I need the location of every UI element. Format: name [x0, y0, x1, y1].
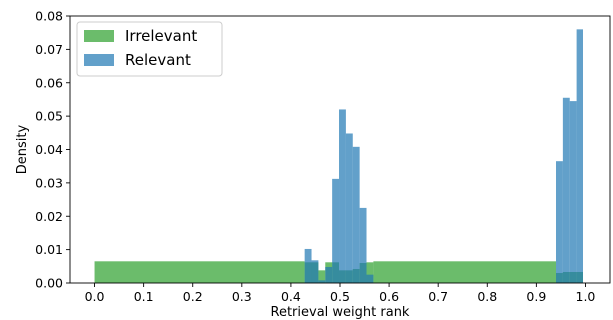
x-tick-label: 0.3 [232, 289, 252, 304]
bar-relevant-10 [556, 161, 563, 283]
bar-relevant-12 [569, 101, 577, 283]
y-tick-label: 0.01 [35, 242, 63, 257]
bar-relevant-9 [366, 274, 374, 283]
x-tick-label: 0.9 [526, 289, 546, 304]
x-tick-label: 0.4 [281, 289, 301, 304]
bar-relevant-5 [339, 109, 346, 283]
bar-relevant-4 [332, 178, 340, 283]
bars-layer [94, 29, 583, 283]
x-tick-label: 0.8 [477, 289, 497, 304]
x-tick-label: 0.0 [85, 289, 105, 304]
y-tick-label: 0.06 [35, 75, 63, 90]
x-tick-label: 0.6 [379, 289, 399, 304]
bar-irrelevant-0 [94, 261, 305, 283]
x-tick-label: 0.2 [183, 289, 203, 304]
axes-layer: 0.0 0.1 0.2 0.3 0.4 0.5 0.6 0.7 0.8 0.9 1.0 0.00 0.0… [35, 9, 611, 304]
x-tick-label: 0.7 [428, 289, 448, 304]
x-tick-label: 0.5 [330, 289, 350, 304]
x-axis-label: Retrieval weight rank [271, 305, 410, 320]
bar-relevant-13 [576, 29, 583, 283]
y-tick-label: 0.04 [35, 142, 63, 157]
legend-label-relevant: Relevant [125, 51, 191, 69]
bar-relevant-1 [311, 260, 319, 283]
x-tick-label: 0.1 [134, 289, 154, 304]
bar-irrelevant-3 [318, 270, 326, 283]
y-axis-label: Density [15, 124, 30, 174]
bar-relevant-3 [325, 266, 333, 283]
legend: Irrelevant Relevant [76, 21, 223, 77]
bar-relevant-7 [352, 146, 360, 283]
legend-swatch-relevant [84, 54, 114, 66]
bar-relevant-8 [359, 207, 367, 283]
bar-relevant-2 [318, 280, 326, 283]
y-tick-label: 0.03 [35, 175, 63, 190]
y-tick-label: 0.07 [35, 42, 63, 57]
y-tick-label: 0.02 [35, 209, 63, 224]
y-tick-label: 0.08 [35, 9, 63, 24]
y-tick-label: 0.00 [35, 276, 63, 291]
bar-irrelevant-11 [373, 261, 556, 283]
bar-relevant-11 [562, 97, 570, 283]
legend-label-irrelevant: Irrelevant [125, 27, 197, 45]
bar-relevant-6 [345, 133, 353, 283]
bar-irrelevant-10 [366, 262, 374, 283]
bar-relevant-0 [304, 248, 312, 283]
y-tick-label: 0.05 [35, 109, 63, 124]
legend-swatch-irrelevant [84, 30, 114, 42]
x-tick-label: 1.0 [576, 289, 596, 304]
